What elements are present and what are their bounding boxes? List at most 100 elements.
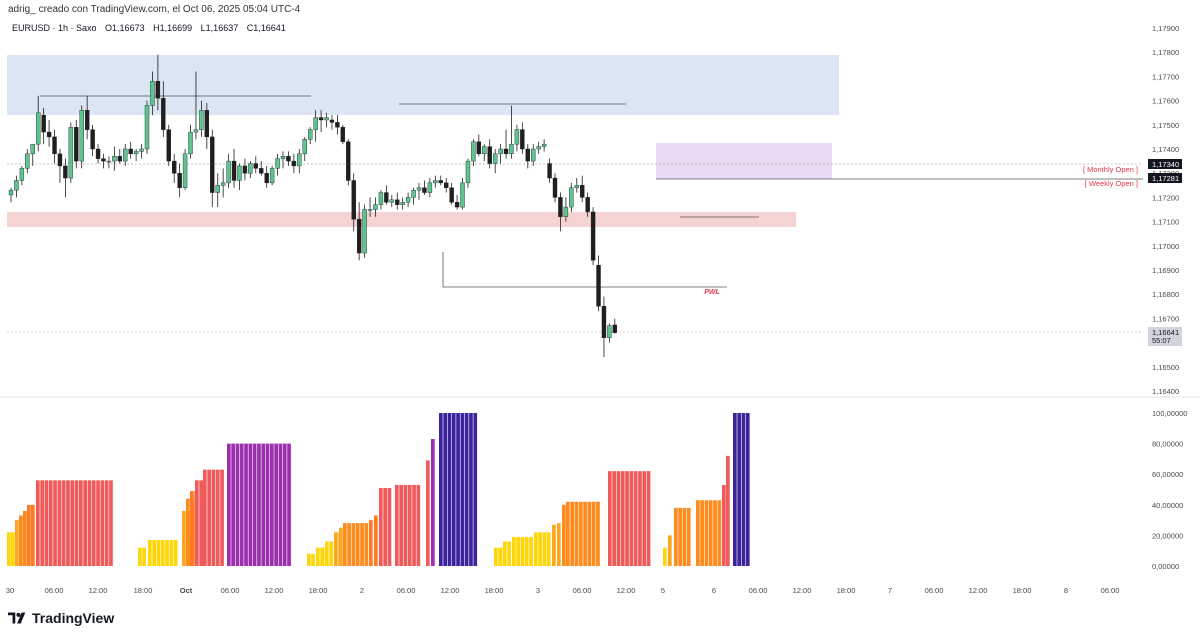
candle-body [525,148,530,162]
oscillator-tick: 60,00000 [1152,470,1183,479]
oscillator-bar [538,532,542,566]
oscillator-bar [469,413,473,566]
price-tick: 1,16400 [1152,387,1179,396]
candle-body [405,197,411,203]
candle-body [46,131,52,138]
oscillator-bar [745,413,750,566]
oscillator-bar [278,443,283,566]
symbol-legend[interactable]: EURUSD · 1h · Saxo O1,16673 H1,16699 L1,… [12,23,292,33]
time-tick: 8 [1064,586,1068,595]
candle-body [356,218,362,254]
candle-body [237,165,242,181]
candle-body [199,110,204,130]
oscillator-bar [503,541,507,566]
current-price-tag [1148,327,1182,346]
oscillator-axis[interactable]: 100,00000 80,00000 60,00000 40,00000 20,0000… [1152,409,1187,571]
price-tick: 1,16900 [1152,266,1179,275]
candle-body [286,156,291,162]
price-tick: 1,17600 [1152,97,1179,106]
oscillator-bar [215,469,220,566]
oscillator-bar [552,524,556,566]
oscillator-bar [48,480,53,566]
oscillator-bar [668,535,672,566]
oscillator-bar [494,547,498,566]
time-tick: 06:00 [221,586,240,595]
oscillator-bar [70,480,75,566]
candle-body [569,187,574,208]
oscillator-bar [596,501,600,566]
oscillator-bar [83,480,87,566]
oscillator-bar [355,523,360,566]
candle-body [520,129,525,150]
oscillator-bar [261,443,266,566]
time-tick: 12:00 [793,586,812,595]
time-tick: 30 [6,586,14,595]
oscillator-bar [364,523,369,566]
candle-body [144,105,150,150]
oscillator-bar [439,413,443,566]
oscillator-bar [160,539,165,566]
oscillator-bar [182,510,186,566]
oscillator-bar [351,523,356,566]
candle-body [514,129,520,145]
ohlc-low: L1,16637 [200,23,239,33]
oscillator-bar [583,501,587,566]
oscillator-bar [100,480,105,566]
weekly-open-tag-text: 1,17281 [1152,174,1179,183]
candle-body [400,202,405,205]
bar-countdown: 55:07 [1152,336,1171,345]
candle-body [161,97,166,130]
candle-body [182,153,188,188]
candles-layer [8,54,618,358]
oscillator-bar [460,413,465,566]
candle-body [444,182,449,188]
candle-body [68,127,74,179]
time-tick: 3 [536,586,540,595]
candle-body [193,129,199,133]
oscillator-bar [91,480,96,566]
time-tick: 06:00 [925,586,944,595]
oscillator-bar [383,487,387,566]
oscillator-bar [616,471,621,566]
candle-body [612,324,618,333]
candle-body [384,192,389,203]
open-zone [656,143,832,179]
candle-body [259,168,264,174]
oscillator-bar [227,443,231,566]
candle-body [607,325,612,338]
oscillator-bar [282,443,287,566]
time-tick: 06:00 [45,586,64,595]
oscillator-bar [674,507,678,566]
oscillator-bar [252,443,257,566]
oscillator-bar [325,541,329,566]
candle-body [8,189,14,196]
candle-body [422,187,427,193]
candle-body [395,199,400,205]
tradingview-brand: TradingView [8,610,114,626]
oscillator-bar [686,507,691,566]
oscillator-bar [638,471,642,566]
candle-body [19,168,25,181]
oscillator-bar [199,480,203,566]
candle-body [476,141,482,155]
price-tick: 1,17200 [1152,193,1179,202]
oscillator-bar [27,504,31,566]
oscillator-bar [343,523,347,566]
candle-body [362,209,367,254]
candle-body [139,148,144,152]
price-tick: 1,16500 [1152,363,1179,372]
oscillator-bar [190,491,194,566]
oscillator-bar [57,480,62,566]
oscillator-bar [165,539,169,566]
oscillator-bar [311,553,315,566]
oscillator-bar [173,539,178,566]
ohlc-high: H1,16699 [153,23,193,33]
oscillator-bar [696,500,700,566]
candle-body [389,199,394,203]
oscillator-bar [562,504,566,566]
candle-body [171,160,177,174]
ohlc-close: C1,16641 [246,23,286,33]
time-axis[interactable]: 30 06:00 12:00 18:00 Oct 06:00 12:00 18:00 2 06:0… [6,586,1120,595]
